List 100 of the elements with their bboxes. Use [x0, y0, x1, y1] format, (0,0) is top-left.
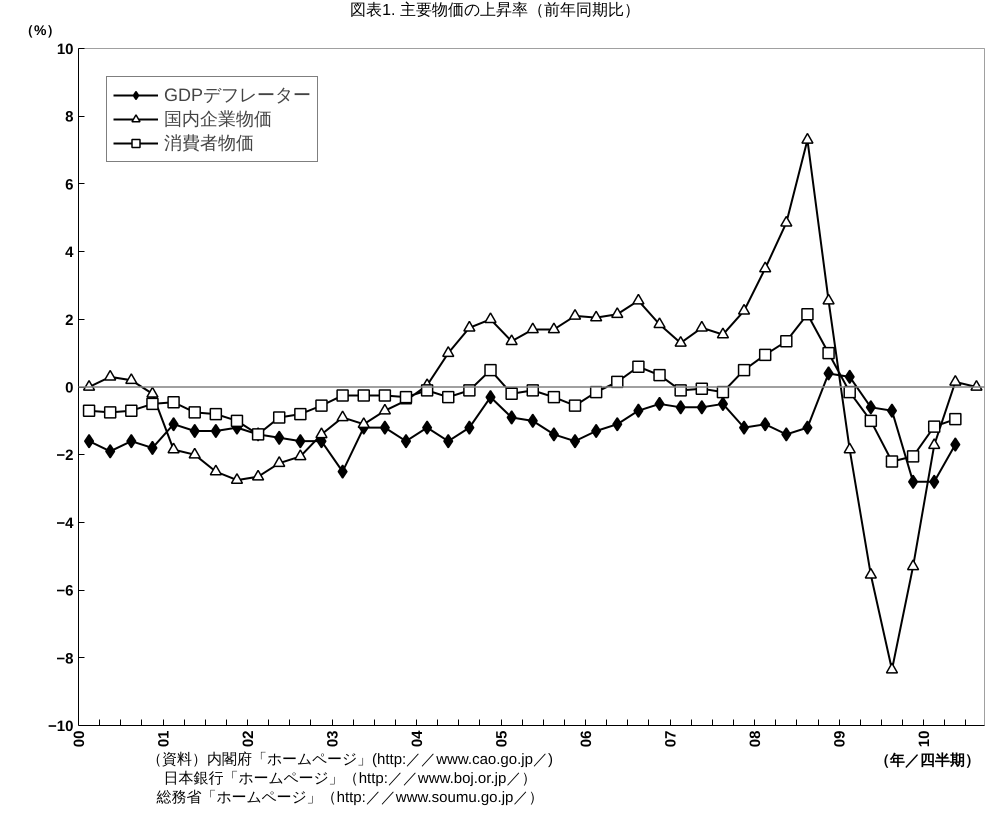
- point: [802, 420, 813, 435]
- point: [866, 400, 876, 415]
- point: [760, 416, 770, 432]
- y-tick-label: −6: [56, 582, 74, 600]
- point: [654, 396, 665, 412]
- point: [781, 427, 792, 442]
- point: [146, 386, 159, 398]
- point: [443, 434, 454, 448]
- point: [400, 434, 412, 448]
- point: [801, 132, 814, 144]
- point: [758, 348, 772, 362]
- point: [674, 336, 687, 347]
- legend-label: 消費者物価: [164, 132, 254, 155]
- point: [295, 434, 306, 448]
- point: [864, 414, 878, 428]
- point: [950, 437, 960, 452]
- point: [568, 308, 582, 320]
- x-axis-title: （年／四半期）: [875, 751, 980, 771]
- point: [442, 346, 455, 358]
- point: [336, 389, 349, 402]
- point: [167, 396, 180, 408]
- x-tick-label: 07: [662, 730, 680, 748]
- point: [886, 455, 898, 468]
- point: [696, 400, 707, 415]
- point: [928, 438, 940, 450]
- point: [146, 398, 159, 410]
- point: [844, 370, 855, 384]
- point: [400, 390, 412, 404]
- y-axis-title: （%）: [20, 21, 60, 40]
- point: [272, 456, 286, 468]
- x-tick-label: 00: [71, 730, 88, 748]
- point: [378, 404, 392, 415]
- point: [190, 424, 200, 438]
- point: [464, 420, 474, 435]
- point: [928, 420, 940, 433]
- point: [484, 364, 497, 376]
- point: [506, 410, 517, 425]
- point: [528, 414, 538, 428]
- point: [676, 400, 686, 415]
- point: [823, 366, 834, 381]
- point: [653, 368, 666, 382]
- point: [906, 450, 920, 463]
- y-tick-label: −2: [56, 447, 74, 464]
- point: [632, 360, 645, 373]
- point: [230, 414, 244, 428]
- point: [378, 389, 392, 402]
- point: [105, 444, 116, 459]
- y-tick-label: 4: [65, 244, 74, 262]
- chart-title: 図表1. 主要物価の上昇率（前年同期比）: [350, 0, 640, 21]
- point: [632, 294, 645, 305]
- point: [526, 322, 540, 334]
- point: [590, 310, 602, 322]
- point: [886, 403, 898, 418]
- point: [949, 374, 962, 386]
- point: [168, 416, 179, 432]
- point: [738, 364, 750, 376]
- x-tick-label: 09: [832, 730, 849, 748]
- x-tick-label: 05: [494, 730, 511, 748]
- point: [505, 334, 518, 346]
- point: [568, 399, 582, 412]
- point: [908, 474, 918, 490]
- point: [738, 304, 750, 315]
- point: [315, 427, 328, 438]
- text: （資料）内閣府「ホームページ」(http:／／www.cao.go.jp／): [147, 751, 553, 768]
- y-tick-label: −10: [48, 718, 74, 735]
- point: [422, 420, 432, 435]
- point: [104, 370, 116, 381]
- x-tick-label: 06: [578, 730, 596, 748]
- point: [611, 307, 624, 318]
- point: [210, 424, 221, 438]
- point: [126, 434, 136, 448]
- point: [718, 396, 728, 412]
- x-tick-label: 08: [747, 730, 764, 748]
- y-tick-label: −8: [56, 650, 74, 668]
- point: [82, 404, 96, 417]
- x-tick-label: 03: [324, 730, 342, 748]
- point: [548, 427, 559, 442]
- point: [822, 294, 835, 305]
- x-tick-label: 01: [156, 730, 173, 748]
- point: [125, 404, 138, 417]
- point: [147, 440, 158, 456]
- point: [442, 390, 455, 404]
- point: [738, 420, 750, 435]
- y-tick-label: −4: [56, 514, 74, 532]
- point: [294, 408, 307, 420]
- point: [633, 403, 644, 418]
- y-tick-label: 10: [56, 41, 74, 58]
- y-tick-label: 2: [65, 312, 74, 329]
- point: [274, 430, 284, 446]
- point: [338, 464, 348, 479]
- y-tick-label: 0: [65, 380, 74, 396]
- point: [315, 399, 328, 412]
- point: [336, 410, 349, 422]
- point: [822, 346, 835, 360]
- point: [104, 406, 116, 419]
- point: [843, 442, 856, 454]
- point: [780, 216, 793, 227]
- point: [485, 390, 496, 404]
- text: 総務省「ホームページ」（http:／／www.soumu.go.jp／）: [156, 789, 544, 806]
- point: [484, 312, 497, 324]
